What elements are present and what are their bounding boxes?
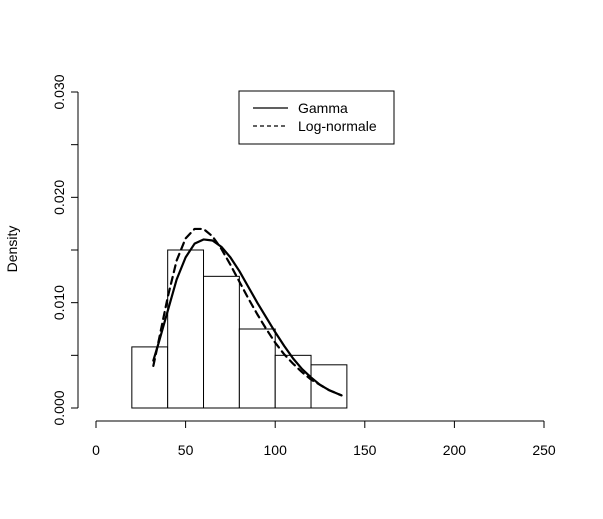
curve-gamma — [152, 238, 343, 397]
y-axis: 0.000 0.010 0.020 0.030 — [51, 74, 79, 426]
y-axis-label: Density — [4, 226, 20, 273]
x-tick-label-0: 0 — [92, 442, 100, 458]
histogram-bar-1 — [167, 249, 205, 409]
x-axis: 0 50 100 150 200 250 — [92, 420, 556, 458]
y-tick-label-6: 0.030 — [51, 74, 67, 109]
x-tick-label-50: 50 — [178, 442, 194, 458]
histogram-bar-3 — [238, 328, 276, 409]
histogram-bar-5 — [310, 364, 348, 409]
histogram-bar-0 — [131, 346, 169, 409]
histogram-bar-2 — [203, 275, 240, 409]
x-tick-label-100: 100 — [264, 442, 288, 458]
legend-label-gamma: Gamma — [298, 100, 348, 116]
x-tick-label-200: 200 — [443, 442, 467, 458]
y-tick-label-2: 0.010 — [51, 285, 67, 320]
x-tick-label-250: 250 — [532, 442, 556, 458]
histogram-bars — [131, 249, 348, 409]
legend: Gamma Log-normale — [238, 90, 395, 145]
legend-box — [238, 90, 395, 145]
legend-label-log-normale: Log-normale — [298, 118, 377, 134]
x-tick-label-150: 150 — [353, 442, 377, 458]
density-curves — [152, 227, 343, 397]
curve-log-normale — [152, 227, 343, 397]
y-tick-label-4: 0.020 — [51, 180, 67, 215]
y-tick-label-0: 0.000 — [51, 390, 67, 425]
